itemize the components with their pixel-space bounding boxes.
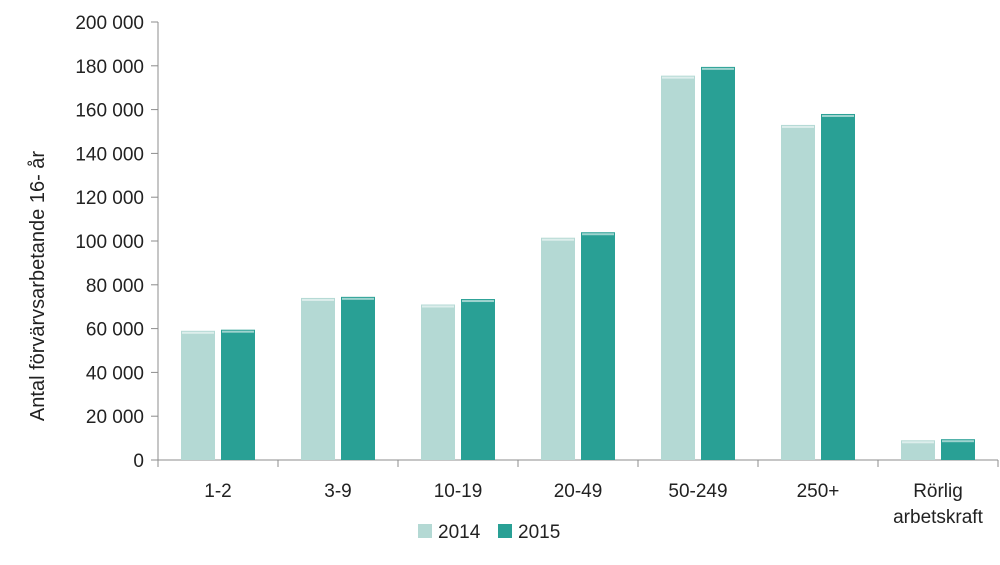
x-axis: 1-2 3-9 10-19 20-49 50-249 250+ Rörlig arbetskr…	[157, 459, 999, 528]
x-category-label: 20-49	[554, 481, 603, 502]
bar-fill	[581, 232, 615, 460]
y-tick-label: 180 000	[75, 57, 144, 78]
bar-highlight	[822, 114, 854, 117]
bar-2014-3-9	[301, 297, 335, 460]
bar-2015-3-9	[341, 296, 375, 460]
bar-fill	[301, 297, 335, 460]
bar-fill	[221, 329, 255, 460]
bar-2015-50-249	[701, 66, 735, 461]
legend-item-2015: 2015	[498, 522, 560, 543]
bar-2015-10-19	[461, 299, 495, 460]
bar-2015-20-49	[581, 232, 615, 460]
y-tick-label: 200 000	[75, 13, 144, 34]
y-tick-label: 160 000	[75, 101, 144, 122]
bar-fill	[461, 299, 495, 460]
y-axis: 0 20 000 40 000 60 000 80 000 100 000 120 000 1…	[75, 13, 159, 472]
legend: 2014 2015	[418, 522, 560, 543]
bar-2015-1-2	[221, 329, 255, 460]
bar-2014-50-249	[661, 75, 695, 460]
bar-highlight	[542, 238, 574, 241]
y-tick-label: 40 000	[86, 363, 144, 384]
x-category-label: 50-249	[668, 481, 727, 502]
y-tick-label: 20 000	[86, 407, 144, 428]
y-tick-label: 0	[133, 451, 144, 472]
bar-2014-Rörlig-arbetskraft	[901, 440, 935, 460]
legend-label: 2014	[438, 522, 481, 543]
bar-highlight	[902, 441, 934, 444]
legend-item-2014: 2014	[418, 522, 481, 543]
bar-fill	[661, 75, 695, 460]
legend-swatch	[498, 524, 512, 538]
x-category-label: 3-9	[324, 481, 351, 502]
bar-2014-1-2	[181, 330, 215, 460]
y-tick-label: 80 000	[86, 276, 144, 297]
bar-highlight	[182, 331, 214, 334]
y-tick-label: 100 000	[75, 232, 144, 253]
bars	[181, 66, 975, 461]
x-category-label: 10-19	[434, 481, 483, 502]
bar-fill	[341, 296, 375, 460]
y-tick-label: 60 000	[86, 320, 144, 341]
bar-2014-20-49	[541, 237, 575, 460]
y-tick-label: 140 000	[75, 144, 144, 165]
bar-fill	[821, 113, 855, 460]
y-tick-label: 120 000	[75, 188, 144, 209]
bar-fill	[941, 439, 975, 460]
bar-highlight	[462, 300, 494, 303]
bar-highlight	[702, 67, 734, 70]
bar-2014-250+	[781, 124, 815, 461]
bar-2015-250+	[821, 113, 855, 460]
bar-fill	[901, 440, 935, 460]
bar-fill	[781, 124, 815, 461]
bar-highlight	[422, 305, 454, 308]
legend-label: 2015	[518, 522, 560, 543]
y-axis-title: Antal förvärvsarbetande 16- år	[27, 151, 49, 421]
x-category-label: 250+	[797, 481, 840, 502]
bar-fill	[701, 66, 735, 461]
bar-2015-Rörlig-arbetskraft	[941, 439, 975, 460]
x-category-label: Rörlig arbetskraft	[893, 481, 983, 528]
bar-fill	[541, 237, 575, 460]
bar-highlight	[782, 125, 814, 128]
bar-highlight	[942, 440, 974, 443]
bar-highlight	[662, 76, 694, 79]
bar-2014-10-19	[421, 304, 455, 460]
bar-fill	[181, 330, 215, 460]
bar-highlight	[222, 330, 254, 333]
x-category-label: 1-2	[204, 481, 231, 502]
bar-highlight	[342, 297, 374, 300]
bar-highlight	[302, 298, 334, 301]
legend-swatch	[418, 524, 432, 538]
bar-highlight	[582, 233, 614, 236]
bar-fill	[421, 304, 455, 460]
